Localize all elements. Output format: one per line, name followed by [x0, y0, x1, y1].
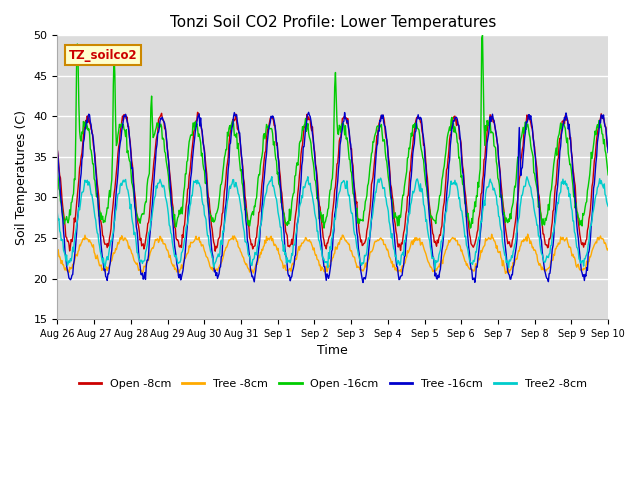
Open -16cm: [120, 126, 128, 132]
Tree -16cm: [205, 213, 213, 219]
Open -8cm: [54, 148, 61, 154]
Open -16cm: [604, 172, 612, 178]
Tree -8cm: [524, 231, 532, 237]
Text: TZ_soilco2: TZ_soilco2: [68, 48, 137, 62]
Open -16cm: [176, 211, 184, 217]
Tree2 -8cm: [63, 263, 71, 268]
Tree -8cm: [120, 237, 128, 243]
Open -8cm: [63, 238, 71, 244]
Tree -8cm: [400, 262, 408, 267]
Tree2 -8cm: [268, 174, 276, 180]
Tree -16cm: [359, 280, 367, 286]
Tree -16cm: [176, 271, 184, 277]
Open -8cm: [401, 220, 409, 226]
Line: Tree -16cm: Tree -16cm: [58, 112, 608, 283]
Line: Open -16cm: Open -16cm: [58, 36, 608, 228]
Tree -16cm: [604, 150, 612, 156]
Tree2 -8cm: [205, 241, 213, 247]
Open -8cm: [176, 244, 184, 250]
Line: Open -8cm: Open -8cm: [58, 112, 608, 251]
Tree -8cm: [416, 235, 424, 241]
Open -8cm: [604, 145, 612, 151]
Tree -8cm: [176, 267, 184, 273]
Tree -16cm: [305, 109, 312, 115]
Open -8cm: [211, 248, 219, 254]
Tree2 -8cm: [604, 204, 612, 209]
Tree -8cm: [63, 268, 71, 274]
Tree -16cm: [401, 253, 409, 259]
Line: Tree -8cm: Tree -8cm: [58, 234, 608, 274]
Tree -8cm: [205, 260, 213, 265]
Open -16cm: [400, 192, 408, 198]
Tree2 -8cm: [54, 211, 61, 216]
Open -8cm: [417, 120, 425, 126]
Open -8cm: [120, 112, 128, 118]
Tree -16cm: [54, 148, 61, 154]
Y-axis label: Soil Temperatures (C): Soil Temperatures (C): [15, 110, 28, 245]
Tree -8cm: [54, 249, 61, 255]
Open -16cm: [205, 208, 213, 214]
Open -8cm: [194, 109, 202, 115]
Open -16cm: [416, 133, 424, 139]
Tree -16cm: [120, 113, 128, 119]
Tree2 -8cm: [401, 238, 408, 244]
Open -16cm: [54, 170, 61, 176]
Tree2 -8cm: [431, 266, 439, 272]
Line: Tree2 -8cm: Tree2 -8cm: [58, 177, 608, 269]
Tree -16cm: [417, 116, 425, 121]
Title: Tonzi Soil CO2 Profile: Lower Temperatures: Tonzi Soil CO2 Profile: Lower Temperatur…: [170, 15, 496, 30]
Tree -8cm: [604, 246, 612, 252]
Tree2 -8cm: [417, 181, 424, 187]
Tree -16cm: [63, 267, 71, 273]
Tree2 -8cm: [120, 179, 128, 185]
Tree -8cm: [502, 271, 509, 276]
Open -16cm: [63, 218, 71, 224]
Tree2 -8cm: [176, 260, 184, 265]
Legend: Open -8cm, Tree -8cm, Open -16cm, Tree -16cm, Tree2 -8cm: Open -8cm, Tree -8cm, Open -16cm, Tree -…: [74, 374, 591, 393]
Open -8cm: [206, 206, 214, 212]
X-axis label: Time: Time: [317, 344, 348, 357]
Open -16cm: [467, 225, 474, 231]
Open -16cm: [479, 33, 486, 38]
